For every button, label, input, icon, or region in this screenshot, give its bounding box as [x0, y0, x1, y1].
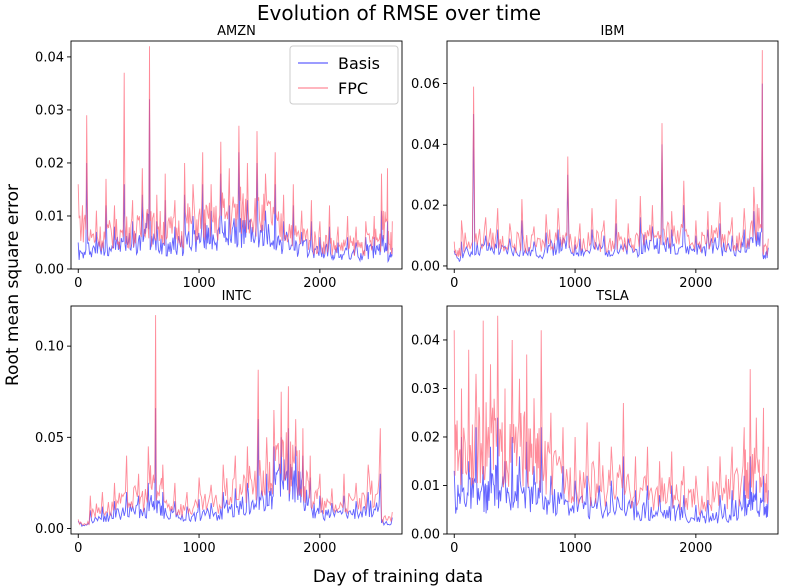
x-tick-label-amzn: 1000	[183, 276, 216, 291]
series-line-tsla-basis	[453, 417, 769, 524]
figure-title: Evolution of RMSE over time	[257, 1, 541, 25]
y-tick-label-amzn: 0.01	[35, 209, 64, 224]
subplot-intc: INTC 0 1000 2000 0.00 0.05 0.10	[35, 289, 403, 556]
y-tick-label-ibm: 0.02	[411, 199, 440, 214]
y-tick-label-amzn: 0.04	[35, 50, 64, 65]
x-tick-label-intc: 1000	[183, 541, 216, 556]
legend-label-basis: Basis	[338, 54, 380, 73]
figure-ylabel: Root mean square error	[3, 184, 23, 386]
axes-frame-amzn	[70, 40, 403, 270]
series-line-ibm-fpc	[453, 50, 769, 257]
y-tick-label-tsla: 0.01	[411, 479, 440, 494]
x-tick-label-ibm: 1000	[559, 276, 592, 291]
series-line-ibm-basis	[453, 83, 769, 263]
x-tick-label-tsla: 2000	[679, 541, 712, 556]
subplot-tsla: TSLA 0 1000 2000 0.00 0.01 0.02 0.03 0.04	[411, 289, 779, 556]
subplot-title-ibm: IBM	[601, 24, 625, 39]
subplot-title-amzn: AMZN	[217, 24, 256, 39]
series-line-tsla-fpc	[453, 315, 769, 516]
y-tick-label-tsla: 0.03	[411, 382, 440, 397]
y-tick-label-ibm: 0.04	[411, 138, 440, 153]
y-tick-label-intc: 0.10	[35, 340, 64, 355]
legend-label-fpc: FPC	[338, 79, 368, 98]
legend: Basis FPC	[289, 45, 399, 105]
figure-xlabel: Day of training data	[313, 567, 483, 587]
y-tick-label-amzn: 0.00	[35, 263, 64, 278]
y-tick-label-ibm: 0.06	[411, 77, 440, 92]
y-tick-label-tsla: 0.02	[411, 430, 440, 445]
x-tick-label-tsla: 0	[450, 541, 458, 556]
subplot-ibm: IBM 0 1000 2000 0.00 0.02 0.04 0.06	[411, 24, 779, 291]
subplot-amzn: AMZN 0 1000 2000 0.00 0.01 0.02 0.03 0.04 Basis FP…	[35, 24, 403, 291]
x-tick-label-tsla: 1000	[559, 541, 592, 556]
y-tick-label-amzn: 0.03	[35, 103, 64, 118]
y-tick-label-tsla: 0.04	[411, 333, 440, 348]
axes-frame-tsla	[446, 305, 779, 535]
y-tick-label-intc: 0.00	[35, 522, 64, 537]
y-tick-label-tsla: 0.00	[411, 528, 440, 543]
subplot-title-intc: INTC	[222, 289, 252, 304]
x-tick-label-ibm: 2000	[679, 276, 712, 291]
subplot-title-tsla: TSLA	[595, 289, 629, 304]
axes-frame-ibm	[446, 40, 779, 270]
x-tick-label-amzn: 2000	[303, 276, 336, 291]
x-tick-label-ibm: 0	[450, 276, 458, 291]
x-tick-label-intc: 0	[74, 541, 82, 556]
y-tick-label-intc: 0.05	[35, 431, 64, 446]
legend-box	[289, 45, 399, 105]
series-line-intc-basis	[77, 408, 393, 527]
x-tick-label-intc: 2000	[303, 541, 336, 556]
series-line-amzn-fpc	[77, 46, 393, 257]
series-line-intc-fpc	[77, 315, 393, 527]
y-tick-label-ibm: 0.00	[411, 259, 440, 274]
axes-frame-intc	[70, 305, 403, 535]
x-tick-label-amzn: 0	[74, 276, 82, 291]
y-tick-label-amzn: 0.02	[35, 156, 64, 171]
